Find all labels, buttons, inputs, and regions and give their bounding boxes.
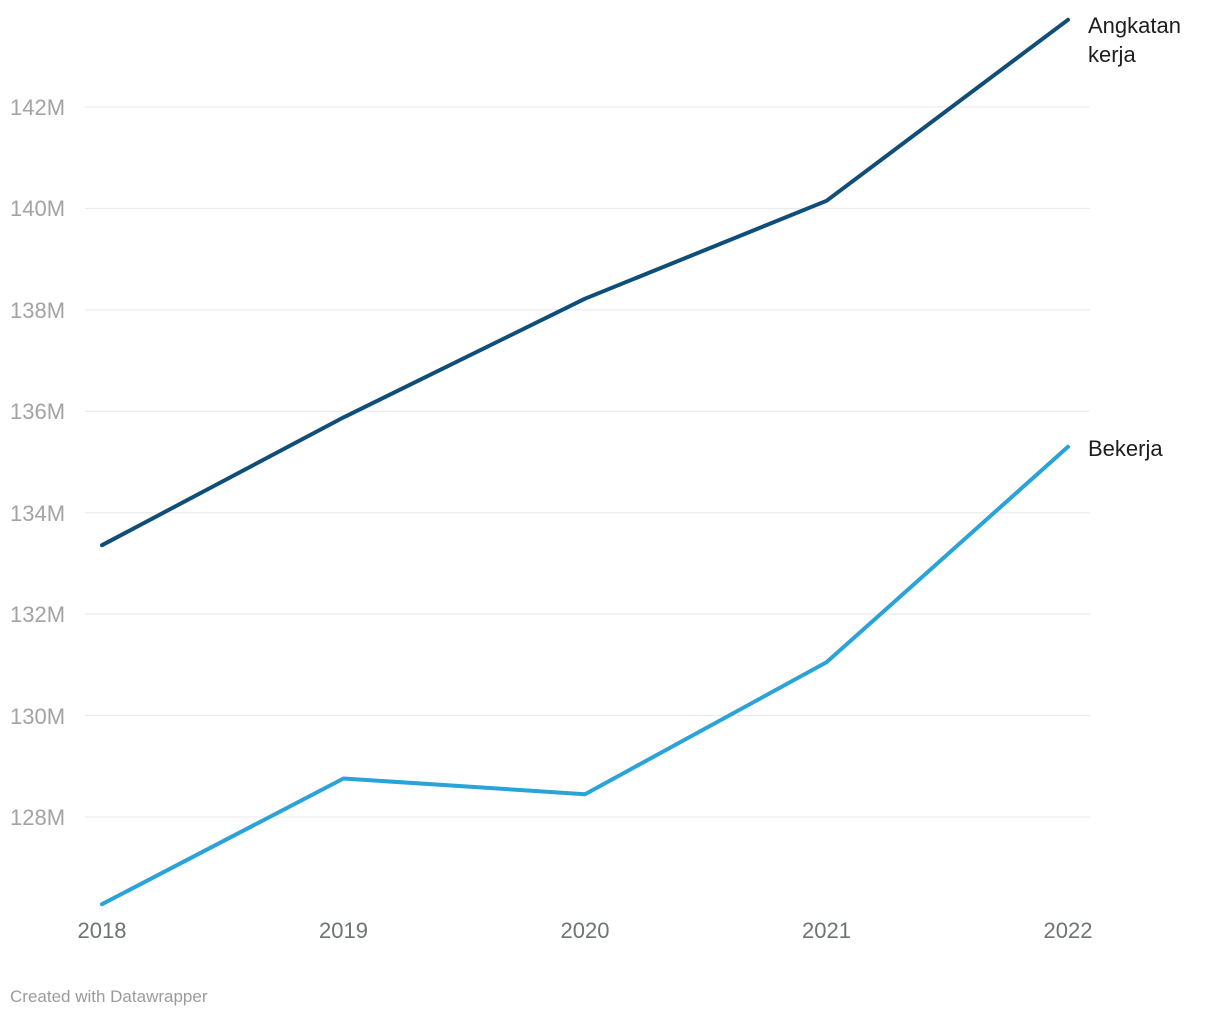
ytick-130M: 130M [10,703,66,729]
ytick-136M: 136M [10,399,66,425]
xtick-2019: 2019 [319,918,368,943]
ytick-128M: 128M [10,805,66,830]
series-label-angkatan-kerja: Angkatan kerja [1088,13,1181,67]
xtick-2020: 2020 [560,918,610,943]
ytick-132M: 132M [10,602,66,628]
xtick-2018: 2018 [77,918,127,943]
ytick-138M: 138M [10,297,66,323]
ytick-142M: 142M [10,95,66,120]
line-angkatan-kerja [100,17,1070,548]
chart-credit: Created with Datawrapper [10,987,208,1006]
ytick-134M: 134M [10,500,66,526]
ytick-140M: 140M [10,196,66,222]
xtick-2022: 2022 [1043,918,1093,943]
xtick-2021: 2021 [802,918,851,943]
series-label-bekerja: Bekerja [1088,436,1163,461]
line-bekerja [100,444,1070,907]
